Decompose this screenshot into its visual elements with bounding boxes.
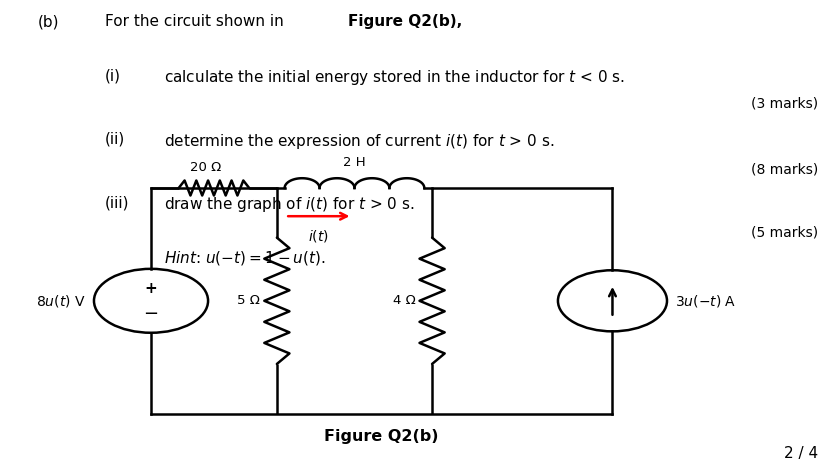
Text: (b): (b) — [38, 14, 60, 29]
Text: determine the expression of current $i(t)$ for $t$ > 0 s.: determine the expression of current $i(t… — [164, 132, 554, 150]
Text: −: − — [143, 305, 159, 323]
Text: For the circuit shown in: For the circuit shown in — [105, 14, 289, 29]
Text: +: + — [144, 281, 158, 296]
Text: Figure Q2(b),: Figure Q2(b), — [348, 14, 462, 29]
Text: (iii): (iii) — [105, 195, 129, 210]
Text: $\it{Hint}$: $u(-t) = 1 - u(t)$.: $\it{Hint}$: $u(-t) = 1 - u(t)$. — [164, 249, 326, 267]
Text: Figure Q2(b): Figure Q2(b) — [325, 429, 439, 444]
Text: calculate the initial energy stored in the inductor for $t$ < 0 s.: calculate the initial energy stored in t… — [164, 68, 624, 87]
Text: $i(t)$: $i(t)$ — [309, 228, 329, 244]
Text: 4 Ω: 4 Ω — [393, 294, 415, 307]
Text: (5 marks): (5 marks) — [751, 226, 818, 240]
Text: 5 Ω: 5 Ω — [237, 294, 260, 307]
Text: draw the graph of $i(t)$ for $t$ > 0 s.: draw the graph of $i(t)$ for $t$ > 0 s. — [164, 195, 414, 214]
Text: $3u(-t)$ A: $3u(-t)$ A — [675, 293, 737, 309]
Text: $8u(t)$ V: $8u(t)$ V — [36, 293, 86, 309]
Text: 2 H: 2 H — [343, 156, 366, 169]
Text: 2 / 4: 2 / 4 — [784, 446, 818, 461]
Text: (8 marks): (8 marks) — [751, 162, 818, 176]
Text: (i): (i) — [105, 68, 121, 83]
Text: 20 Ω: 20 Ω — [190, 161, 221, 174]
Text: (3 marks): (3 marks) — [751, 96, 818, 110]
Text: (ii): (ii) — [105, 132, 125, 147]
